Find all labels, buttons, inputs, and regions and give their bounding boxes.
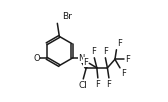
Text: F: F — [125, 55, 130, 64]
Text: F: F — [91, 47, 96, 56]
Text: F: F — [107, 80, 111, 89]
Text: F: F — [103, 47, 108, 56]
Text: Cl: Cl — [79, 81, 88, 90]
Text: F: F — [83, 58, 88, 67]
Text: F: F — [95, 80, 100, 89]
Text: F: F — [117, 39, 122, 48]
Text: N: N — [78, 54, 85, 63]
Text: Br: Br — [62, 12, 72, 21]
Text: F: F — [121, 69, 126, 78]
Text: O: O — [33, 54, 40, 63]
